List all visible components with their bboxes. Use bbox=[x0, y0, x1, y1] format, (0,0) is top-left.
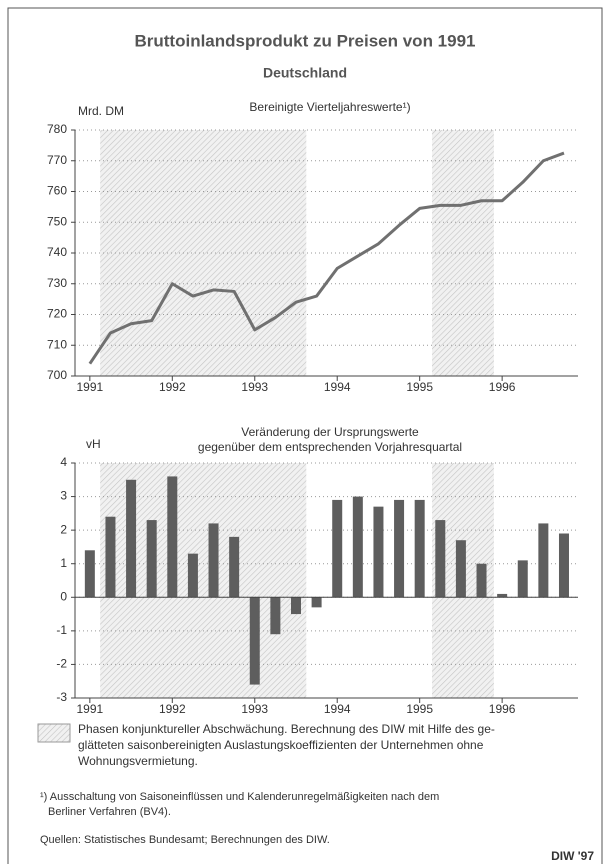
bar bbox=[167, 476, 178, 598]
y-tick-label: 2 bbox=[60, 522, 67, 536]
y-tick-label: 3 bbox=[60, 489, 67, 503]
bar bbox=[455, 540, 466, 598]
legend-text: Wohnungsvermietung. bbox=[78, 754, 198, 768]
y-tick-label: 750 bbox=[47, 214, 67, 228]
source: Quellen: Statistisches Bundesamt; Berech… bbox=[40, 834, 330, 846]
legend-swatch bbox=[37, 723, 71, 743]
bar bbox=[229, 536, 240, 598]
y-axis-label: vH bbox=[86, 437, 101, 451]
bar bbox=[311, 597, 322, 608]
bar bbox=[394, 499, 405, 598]
bar bbox=[84, 550, 95, 598]
bar bbox=[558, 533, 569, 598]
x-tick-label: 1993 bbox=[241, 380, 268, 394]
y-tick-label: 700 bbox=[47, 368, 67, 382]
bar bbox=[476, 563, 487, 598]
bar bbox=[270, 597, 281, 635]
y-tick-label: 770 bbox=[47, 153, 67, 167]
x-tick-label: 1995 bbox=[406, 380, 433, 394]
chart-title: gegenüber dem entsprechenden Vorjahresqu… bbox=[198, 440, 462, 454]
bar bbox=[373, 506, 384, 598]
bar bbox=[208, 523, 219, 598]
x-tick-label: 1994 bbox=[324, 702, 351, 716]
bar bbox=[517, 560, 528, 598]
legend-text: Phasen konjunktureller Abschwächung. Ber… bbox=[78, 722, 495, 736]
bar bbox=[249, 597, 260, 685]
phase-shading bbox=[432, 130, 494, 376]
y-tick-label: 710 bbox=[47, 337, 67, 351]
bar bbox=[126, 479, 137, 598]
chart-title: Bereinigte Vierteljahreswerte¹) bbox=[249, 100, 410, 114]
x-tick-label: 1996 bbox=[489, 380, 516, 394]
y-tick-label: 1 bbox=[60, 556, 67, 570]
bar bbox=[538, 523, 549, 598]
x-tick-label: 1996 bbox=[489, 702, 516, 716]
y-tick-label: 720 bbox=[47, 307, 67, 321]
footnote: Berliner Verfahren (BV4). bbox=[48, 806, 171, 818]
x-tick-label: 1994 bbox=[324, 380, 351, 394]
y-tick-label: 740 bbox=[47, 245, 67, 259]
bar bbox=[105, 516, 116, 598]
bar bbox=[435, 520, 446, 598]
frame bbox=[7, 7, 603, 864]
y-tick-label: 0 bbox=[60, 589, 67, 603]
subtitle: Deutschland bbox=[263, 65, 347, 81]
x-tick-label: 1991 bbox=[76, 380, 103, 394]
y-tick-label: -2 bbox=[56, 657, 67, 671]
x-tick-label: 1992 bbox=[159, 702, 186, 716]
bar bbox=[290, 597, 301, 615]
legend-text: glätteten saisonbereinigten Auslastungsk… bbox=[78, 738, 484, 752]
y-tick-label: -1 bbox=[56, 623, 67, 637]
y-tick-label: 780 bbox=[47, 122, 67, 136]
bar bbox=[497, 593, 508, 598]
title: Bruttoinlandsprodukt zu Preisen von 1991 bbox=[134, 31, 475, 50]
x-tick-label: 1995 bbox=[406, 702, 433, 716]
y-tick-label: 730 bbox=[47, 276, 67, 290]
x-tick-label: 1992 bbox=[159, 380, 186, 394]
y-tick-label: 4 bbox=[60, 455, 67, 469]
y-tick-label: 760 bbox=[47, 184, 67, 198]
bar bbox=[352, 496, 363, 598]
x-tick-label: 1991 bbox=[76, 702, 103, 716]
y-tick-label: -3 bbox=[56, 690, 67, 704]
bar bbox=[332, 499, 343, 598]
credit: DIW '97 bbox=[551, 849, 594, 863]
y-axis-label: Mrd. DM bbox=[78, 104, 124, 118]
bar bbox=[414, 499, 425, 598]
line bbox=[88, 151, 565, 365]
bar bbox=[146, 520, 157, 598]
bar bbox=[187, 553, 198, 598]
x-tick-label: 1993 bbox=[241, 702, 268, 716]
chart-title: Veränderung der Ursprungswerte bbox=[241, 425, 419, 439]
footnote: ¹) Ausschaltung von Saisoneinflüssen und… bbox=[40, 791, 439, 803]
